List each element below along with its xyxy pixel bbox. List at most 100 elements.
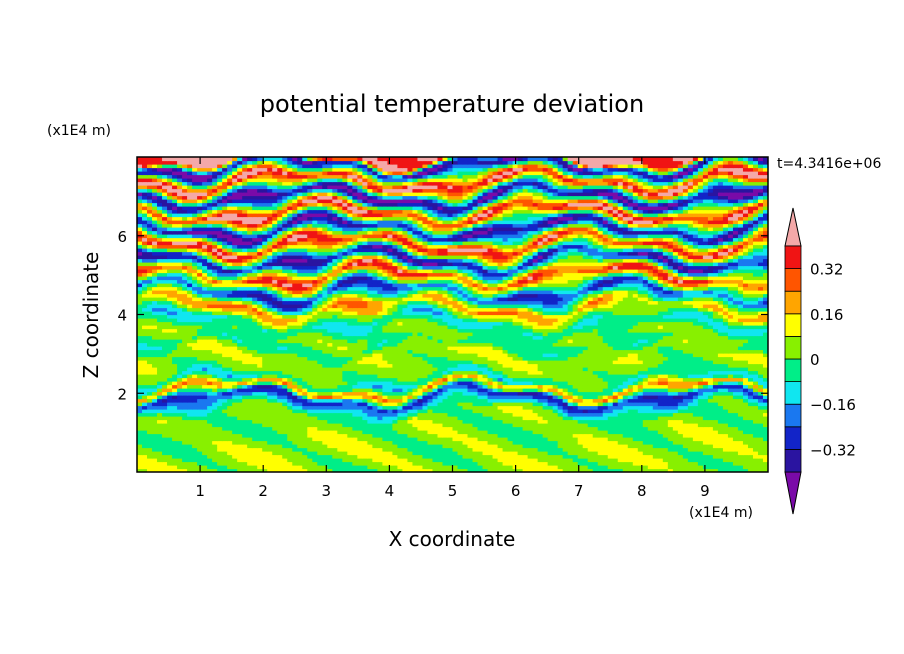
contour-cell <box>482 391 489 396</box>
contour-cell <box>462 384 469 389</box>
contour-cell <box>187 430 193 435</box>
contour-cell <box>742 426 749 431</box>
contour-cell <box>212 381 218 386</box>
contour-cell <box>522 388 529 393</box>
contour-cell <box>577 398 584 403</box>
contour-cell <box>412 405 419 410</box>
contour-cell <box>627 374 634 379</box>
contour-cell <box>742 384 749 389</box>
contour-cell <box>737 370 744 375</box>
contour-cell <box>147 416 153 421</box>
contour-cell <box>582 454 589 459</box>
contour-cell <box>332 332 338 337</box>
contour-cell <box>607 426 614 431</box>
contour-cell <box>182 349 188 354</box>
contour-cell <box>172 342 178 347</box>
contour-cell <box>212 398 218 403</box>
contour-cell <box>442 454 449 459</box>
contour-cell <box>517 416 524 421</box>
contour-cell <box>407 465 414 470</box>
contour-cell <box>462 377 469 382</box>
contour-cell <box>497 454 504 459</box>
contour-cell <box>402 402 409 407</box>
contour-cell <box>617 468 624 472</box>
contour-cell <box>357 388 363 393</box>
contour-cell <box>337 465 343 470</box>
contour-cell <box>582 405 589 410</box>
contour-cell <box>152 395 158 400</box>
contour-cell <box>447 419 454 424</box>
contour-cell <box>442 335 449 340</box>
contour-cell <box>762 405 768 410</box>
contour-cell <box>742 370 749 375</box>
contour-cell <box>697 444 704 449</box>
contour-cell <box>237 451 243 456</box>
contour-cell <box>207 353 213 358</box>
contour-cell <box>272 363 278 368</box>
contour-cell <box>207 419 213 424</box>
contour-cell <box>712 430 719 435</box>
contour-cell <box>707 360 714 365</box>
contour-cell <box>307 370 313 375</box>
contour-cell <box>407 384 414 389</box>
contour-cell <box>582 395 589 400</box>
contour-cell <box>412 395 419 400</box>
contour-cell <box>632 419 639 424</box>
contour-cell <box>347 405 353 410</box>
contour-cell <box>522 433 529 438</box>
contour-cell <box>357 412 363 417</box>
contour-cell <box>277 465 283 470</box>
contour-cell <box>522 367 529 372</box>
contour-cell <box>637 426 644 431</box>
contour-cell <box>597 405 604 410</box>
contour-cell <box>732 370 739 375</box>
contour-cell <box>662 468 669 472</box>
contour-cell <box>587 468 594 472</box>
contour-cell <box>162 353 168 358</box>
contour-cell <box>447 370 454 375</box>
contour-cell <box>642 335 649 340</box>
contour-cell <box>377 447 383 452</box>
contour-cell <box>432 374 439 379</box>
contour-cell <box>397 367 404 372</box>
contour-cell <box>212 353 218 358</box>
contour-cell <box>342 335 348 340</box>
contour-cell <box>632 437 639 442</box>
contour-cell <box>537 437 544 442</box>
contour-cell <box>572 388 579 393</box>
contour-cell <box>272 433 278 438</box>
contour-cell <box>747 349 754 354</box>
contour-cell <box>197 461 203 466</box>
contour-cell <box>307 374 313 379</box>
contour-cell <box>682 346 689 351</box>
contour-cell <box>252 454 258 459</box>
contour-cell <box>172 402 178 407</box>
contour-cell <box>397 353 404 358</box>
contour-cell <box>682 416 689 421</box>
contour-cell <box>397 405 404 410</box>
contour-cell <box>417 349 424 354</box>
contour-cell <box>282 360 288 365</box>
contour-cell <box>517 381 524 386</box>
contour-cell <box>247 430 253 435</box>
contour-cell <box>522 381 529 386</box>
contour-cell <box>502 374 509 379</box>
contour-cell <box>247 332 253 337</box>
contour-cell <box>257 405 263 410</box>
contour-cell <box>467 458 474 463</box>
contour-cell <box>512 405 519 410</box>
contour-cell <box>167 367 173 372</box>
contour-cell <box>722 416 729 421</box>
contour-cell <box>687 346 694 351</box>
contour-cell <box>527 426 534 431</box>
contour-cell <box>197 395 203 400</box>
contour-cell <box>412 391 419 396</box>
contour-cell <box>747 353 754 358</box>
contour-cell <box>377 402 383 407</box>
contour-cell <box>537 447 544 452</box>
contour-cell <box>277 356 283 361</box>
contour-cell <box>542 349 549 354</box>
contour-cell <box>162 440 168 445</box>
contour-cell <box>187 356 193 361</box>
contour-cell <box>142 367 148 372</box>
